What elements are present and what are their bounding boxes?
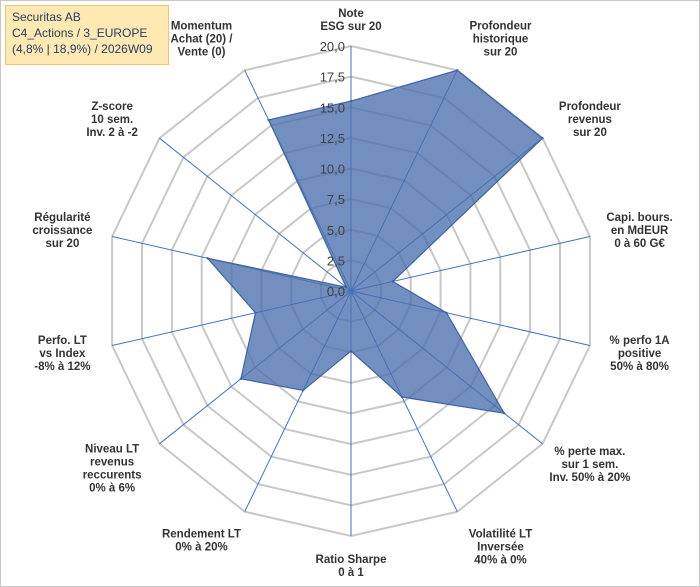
axis-label: Z-score 10 sem. Inv. 2 à -2 — [86, 101, 138, 139]
axis-label-line: Inversée — [477, 542, 524, 554]
axis-label-line: Vente (0) — [178, 47, 226, 59]
axis-label: Profondeur revenus sur 20 — [559, 101, 621, 139]
data-point — [302, 389, 305, 392]
axis-label-line: vs Index — [39, 348, 86, 360]
data-point — [445, 311, 448, 314]
axis-label-line: reccurents — [83, 469, 142, 481]
axis-label-line: Niveau LT — [85, 443, 139, 455]
axis-label-line: 10 sem. — [91, 114, 133, 126]
data-point — [254, 311, 257, 314]
axis-label: % perte max. sur 1 sem. Inv. 50% à 20% — [549, 446, 630, 484]
radial-tick-label: 10,0 — [320, 162, 345, 177]
axis-label: Capi. bours. en MdEUR 0 à 60 G€ — [606, 212, 672, 250]
axis-label-line: revenus — [568, 114, 612, 126]
axis-label-line: croissance — [32, 225, 92, 237]
axis-label-line: Perfo. LT — [38, 335, 87, 347]
axis-label-line: Ratio Sharpe — [316, 554, 387, 566]
radial-tick-label: 5,0 — [327, 223, 345, 238]
axis-spoke — [159, 137, 352, 292]
axis-label-line: positive — [618, 348, 661, 360]
data-point — [456, 69, 459, 72]
axis-label: Ratio Sharpe 0 à 1 — [316, 554, 387, 579]
axis-label-line: 0% à 6% — [89, 482, 135, 494]
axis-label-line: sur 20 — [573, 127, 607, 139]
axis-label: Rendement LT 0% à 20% — [162, 529, 241, 554]
axis-label-line: Inv. 50% à 20% — [549, 472, 630, 484]
data-point — [349, 349, 353, 353]
axis-label: Note ESG sur 20 — [320, 8, 381, 33]
axis-label-line: historique — [473, 34, 529, 46]
axis-label-line: Profondeur — [559, 101, 621, 113]
axis-label-line: ESG sur 20 — [320, 21, 381, 33]
axis-label-line: Inv. 2 à -2 — [86, 127, 138, 139]
axis-label-line: sur 20 — [484, 47, 518, 59]
data-point — [541, 137, 544, 140]
axis-label: Niveau LT revenus reccurents 0% à 6% — [83, 443, 142, 494]
axis-label-line: sur 20 — [45, 238, 79, 250]
data-point — [267, 118, 270, 122]
axis-label-line: 50% à 80% — [610, 361, 669, 373]
data-point — [391, 280, 394, 283]
axis-label-line: Achat (20) / — [171, 34, 234, 46]
axis-label: Momentum Achat (20) / Vente (0) — [171, 21, 234, 59]
axis-label-line: Volatilité LT — [469, 529, 532, 541]
axis-label-line: revenus — [90, 456, 134, 468]
period-summary: (4,8% | 18,9%) / 2026W09 — [12, 42, 153, 56]
label-layer: Note ESG sur 20 Profondeur historique sur 20… — [32, 8, 672, 579]
axis-label-line: Capi. bours. — [606, 212, 672, 224]
radial-tick-label: 20,0 — [320, 39, 345, 54]
info-box: Securitas AB C4_Actions / 3_EUROPE (4,8%… — [5, 5, 169, 65]
axis-label-line: -8% à 12% — [34, 361, 90, 373]
axis-label: Perfo. LT vs Index -8% à 12% — [34, 335, 90, 373]
axis-label-line: 0% à 20% — [175, 542, 227, 554]
portfolio-path: C4_Actions / 3_EUROPE — [12, 26, 148, 40]
axis-label-line: 0 à 1 — [338, 567, 364, 579]
data-point — [345, 286, 348, 289]
data-point — [400, 395, 404, 399]
radial-tick-label: 7,5 — [327, 192, 345, 207]
axis-label-line: Profondeur — [470, 21, 532, 33]
company-name: Securitas AB — [12, 10, 81, 24]
axis-label-line: 40% à 0% — [474, 555, 526, 567]
axis-label-line: 0 à 60 G€ — [614, 238, 665, 250]
axis-label: Profondeur historique sur 20 — [470, 21, 532, 59]
radial-tick-label: 0,0 — [327, 284, 345, 299]
radial-tick-label: 17,5 — [320, 70, 345, 85]
data-point — [206, 257, 209, 260]
data-point — [503, 412, 506, 415]
axis-label-line: Momentum — [171, 21, 232, 33]
series-layer — [206, 69, 544, 415]
axis-label: Volatilité LT Inversée 40% à 0% — [469, 529, 532, 567]
tick-layer: 0,0 2,5 5,0 7,5 10,0 12,5 15,0 17,5 20,0 — [320, 39, 345, 299]
radial-tick-label: 12,5 — [320, 131, 345, 146]
axis-label-line: Régularité — [34, 212, 90, 224]
axis-label: Régularité croissance sur 20 — [32, 212, 92, 250]
data-point — [349, 99, 353, 103]
radial-tick-label: 15,0 — [320, 100, 345, 115]
axis-label-line: en MdEUR — [611, 225, 669, 237]
data-point — [239, 377, 243, 380]
axis-label-line: % perfo 1A — [610, 335, 670, 347]
axis-label-line: Rendement LT — [162, 529, 241, 541]
axis-label-line: Z-score — [91, 101, 133, 113]
axis-label-line: Note — [338, 8, 364, 20]
axis-label-line: % perte max. — [554, 446, 625, 458]
radial-tick-label: 2,5 — [327, 253, 345, 268]
axis-label-line: sur 1 sem. — [561, 459, 618, 471]
axis-label: % perfo 1A positive 50% à 80% — [610, 335, 670, 373]
